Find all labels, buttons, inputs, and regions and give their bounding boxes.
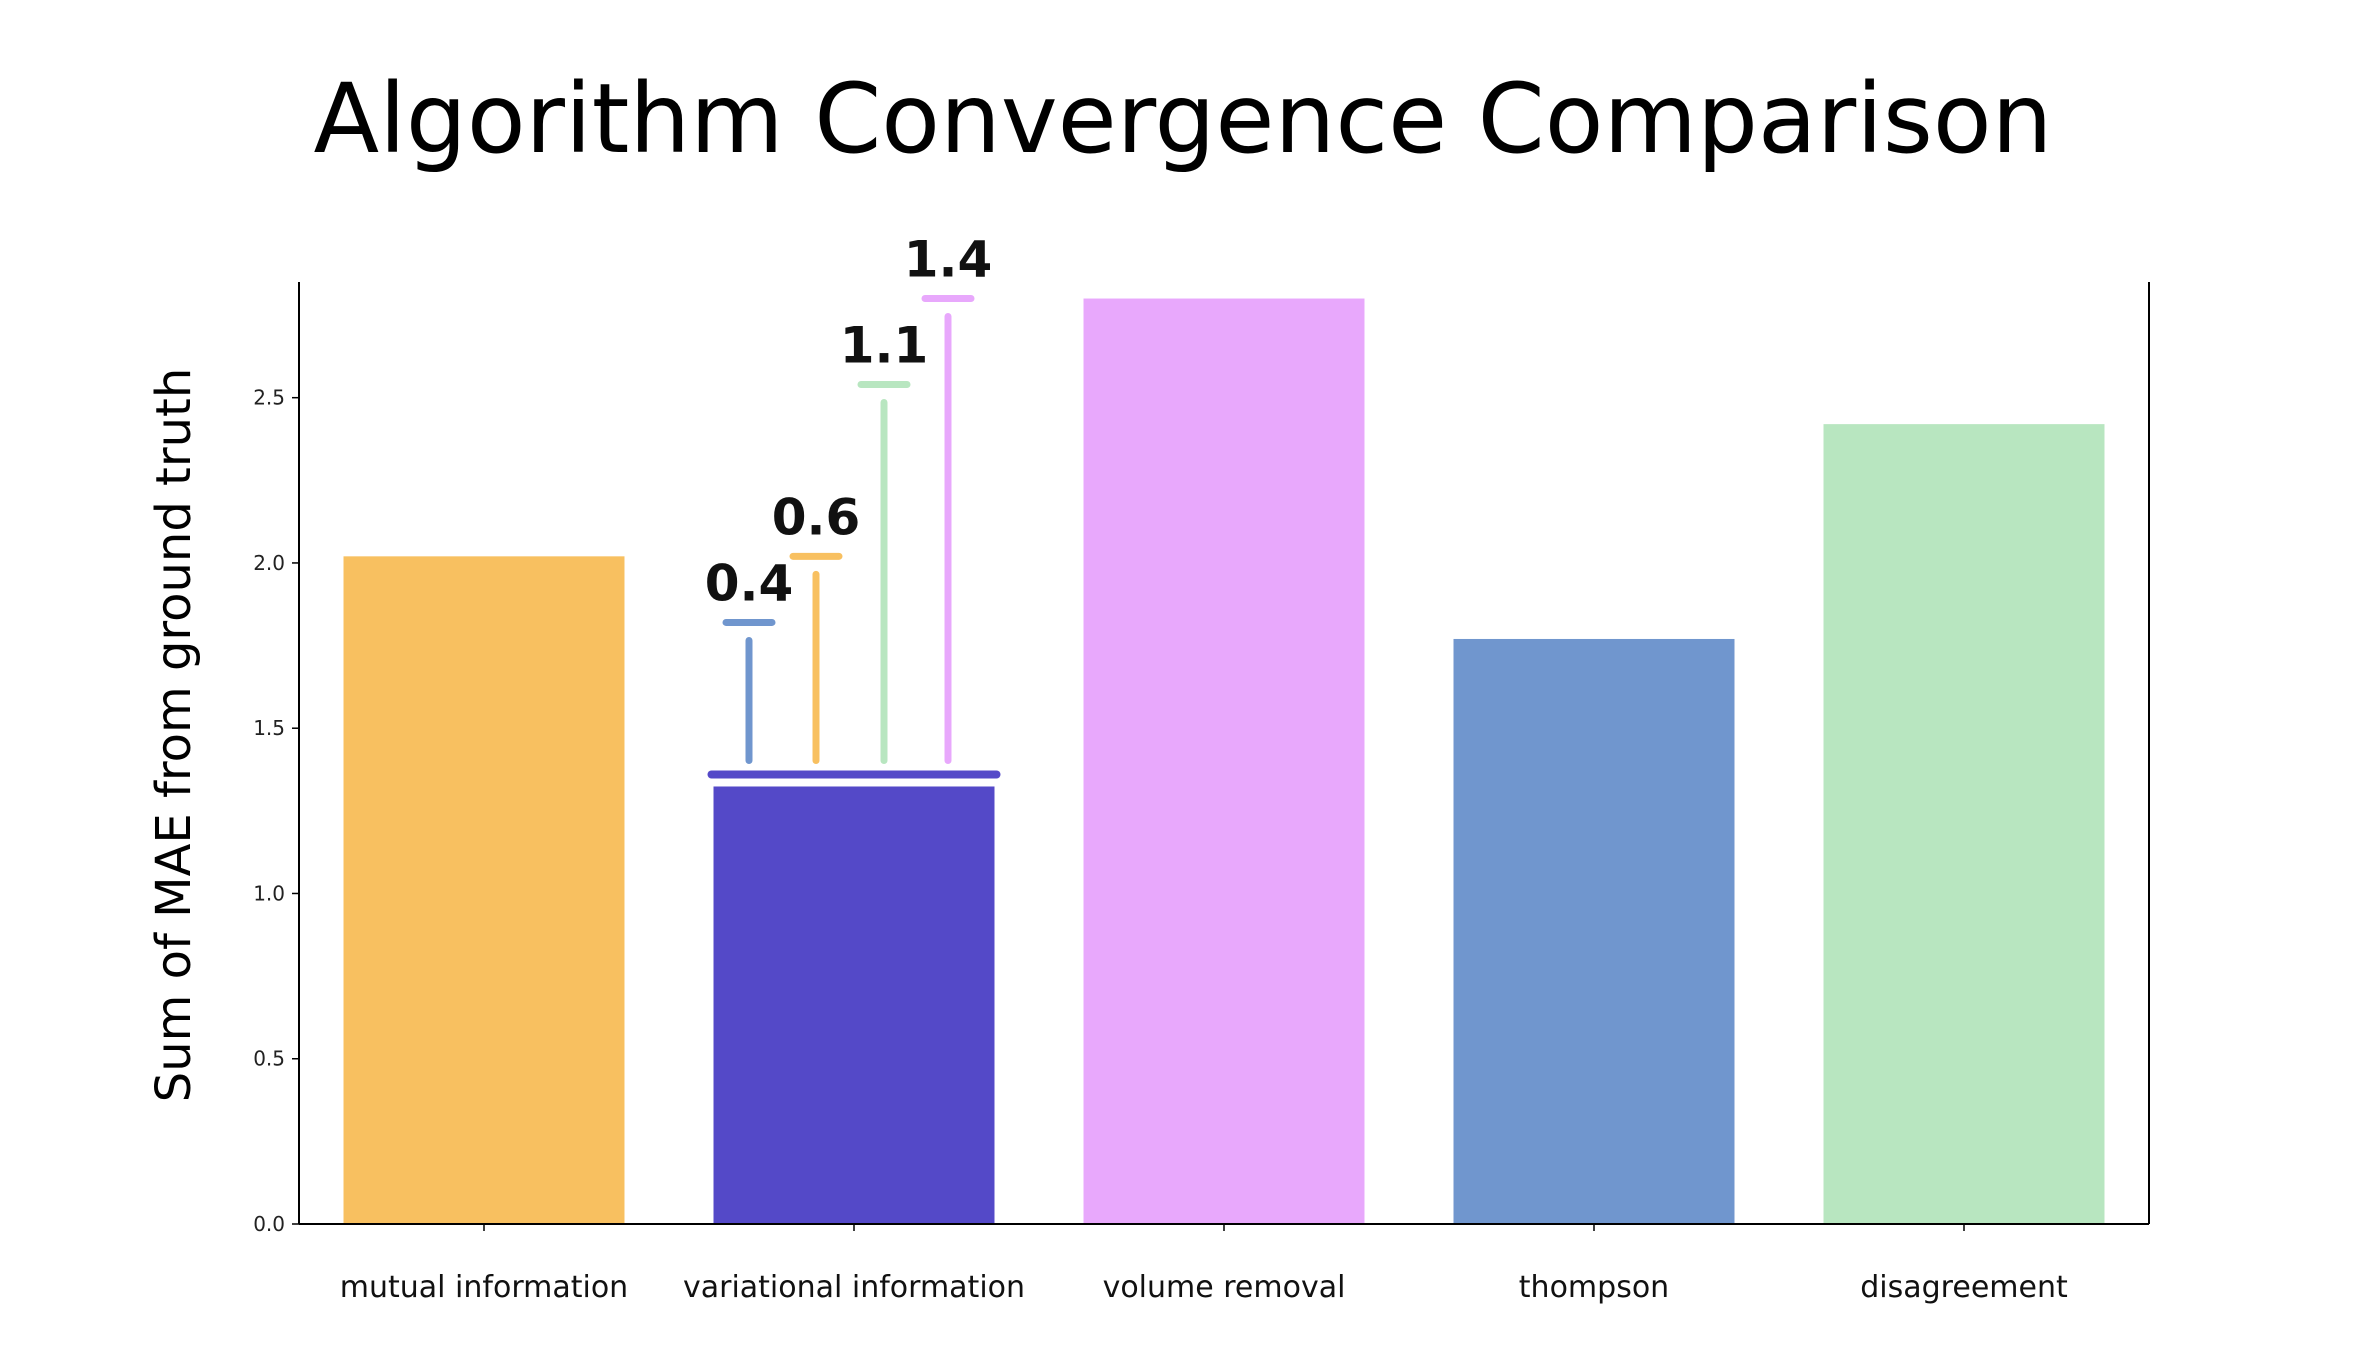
y-tick-label-2: 1.0	[253, 881, 285, 905]
annotation-label-0: 0.4	[705, 554, 794, 612]
y-tick-label-4: 2.0	[253, 551, 285, 575]
y-axis-label: Sum of MAE from ground truth	[146, 368, 202, 1103]
y-tick-label-5: 2.5	[253, 386, 285, 410]
annotation-label-3: 1.4	[904, 231, 993, 289]
y-tick-label-0: 0.0	[253, 1212, 285, 1236]
x-tick-label-1: variational information	[683, 1270, 1025, 1305]
x-tick-label-0: mutual information	[340, 1270, 628, 1305]
x-tick-label-3: thompson	[1519, 1270, 1669, 1305]
annotation-label-1: 0.6	[772, 488, 861, 546]
chart-title: Algorithm Convergence Comparison	[314, 63, 2053, 175]
bar-0	[343, 556, 625, 1224]
bar-4	[1823, 424, 2105, 1224]
annotation-label-2: 1.1	[840, 316, 929, 374]
bar-1	[713, 784, 995, 1224]
y-tick-label-3: 1.5	[253, 716, 285, 740]
bar-3	[1453, 638, 1735, 1224]
x-tick-label-2: volume removal	[1103, 1270, 1346, 1305]
x-tick-label-4: disagreement	[1860, 1270, 2068, 1305]
y-tick-label-1: 0.5	[253, 1047, 285, 1071]
bar-2	[1083, 298, 1365, 1224]
plot-area: mutual information variational informatio…	[253, 231, 2150, 1305]
